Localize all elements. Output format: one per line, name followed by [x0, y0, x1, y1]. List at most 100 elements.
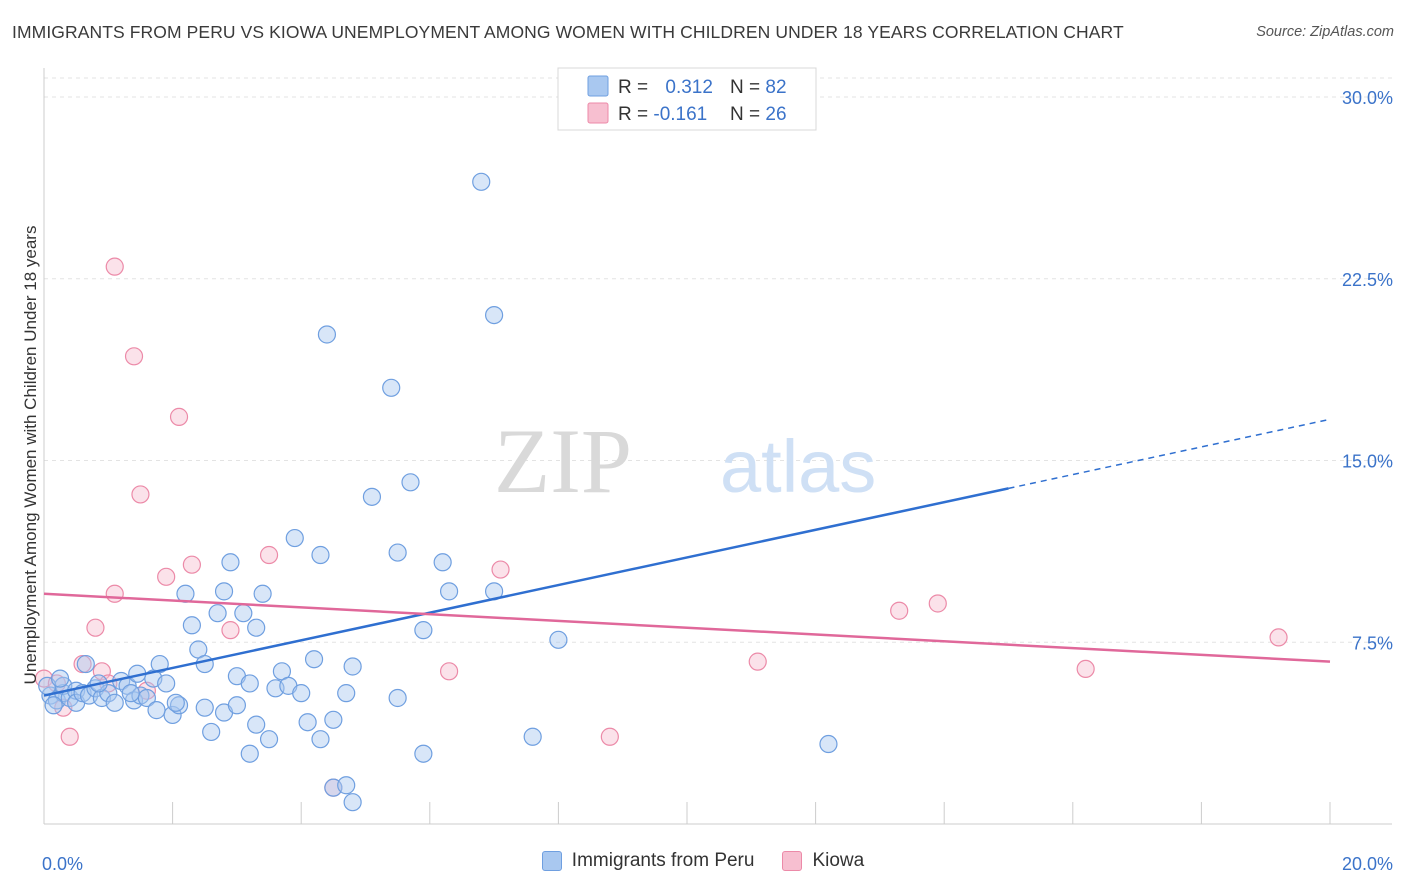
peru-point: [214, 582, 234, 601]
legend-r-value-2: -0.161: [653, 104, 707, 125]
kiowa-point: [928, 594, 947, 613]
peru-point: [253, 584, 272, 603]
peru-point: [414, 744, 433, 763]
svg-text:R = 0.312: R = 0.312: [618, 77, 713, 98]
peru-point: [317, 325, 337, 344]
peru-point: [105, 693, 124, 712]
legend-item-kiowa: Kiowa: [782, 850, 864, 872]
peru-point: [311, 545, 330, 565]
peru-point: [247, 715, 266, 734]
peru-point: [166, 693, 185, 712]
svg-text:N = 26: N = 26: [730, 104, 787, 125]
peru-point: [208, 604, 227, 623]
peru-point: [76, 654, 95, 674]
peru-point: [247, 618, 266, 637]
peru-point: [382, 378, 401, 397]
legend-swatch-kiowa-bottom: [782, 851, 803, 871]
kiowa-points: [34, 257, 1288, 797]
bottom-legend: Immigrants from Peru Kiowa: [0, 850, 1406, 872]
legend-r-label-2: R =: [618, 104, 653, 125]
legend-label-kiowa: Kiowa: [812, 850, 865, 871]
y-tick-label-0: 7.5%: [1352, 633, 1393, 653]
peru-point: [388, 543, 407, 562]
kiowa-point: [60, 727, 79, 746]
peru-point: [285, 528, 304, 548]
kiowa-point: [1269, 628, 1288, 647]
watermark-atlas: atlas: [720, 425, 876, 508]
peru-point: [240, 744, 259, 763]
peru-point: [485, 306, 504, 325]
legend-r-value-1: 0.312: [665, 77, 713, 98]
peru-point: [182, 616, 201, 635]
peru-point: [150, 654, 169, 674]
peru-point: [195, 654, 214, 674]
legend-swatch-peru: [587, 75, 609, 97]
y-tick-label-3: 30.0%: [1342, 88, 1393, 108]
peru-point: [549, 630, 568, 649]
peru-point: [227, 696, 246, 715]
kiowa-point: [439, 662, 459, 681]
peru-point: [433, 553, 452, 572]
peru-point: [523, 727, 542, 746]
peru-point: [44, 696, 63, 715]
y-axis-label: Unemployment Among Women with Children U…: [21, 226, 40, 685]
svg-text:R = -0.161: R = -0.161: [618, 104, 707, 125]
kiowa-point: [169, 407, 189, 426]
svg-text:N = 82: N = 82: [730, 77, 787, 98]
kiowa-point: [124, 347, 144, 366]
legend-r-label-1: R =: [618, 77, 653, 98]
peru-trend-extension: [1008, 418, 1331, 490]
kiowa-point: [600, 727, 619, 746]
kiowa-point: [491, 560, 510, 579]
kiowa-point: [259, 545, 279, 565]
kiowa-trend-line: [43, 592, 1331, 663]
peru-point: [472, 172, 491, 191]
legend-n-label-1: N =: [730, 77, 765, 98]
kiowa-point: [131, 485, 150, 504]
gridlines: [44, 77, 1392, 643]
legend-n-value-1: 82: [765, 77, 786, 98]
legend-swatch-kiowa: [587, 102, 609, 124]
peru-point: [337, 684, 356, 703]
legend-n-label-2: N =: [730, 104, 765, 125]
source-label: Source: ZipAtlas.com: [1256, 24, 1394, 40]
peru-point: [234, 604, 253, 623]
peru-point: [343, 793, 362, 812]
y-tick-label-1: 15.0%: [1342, 452, 1393, 472]
y-tick-label-2: 22.5%: [1342, 270, 1393, 290]
peru-point: [121, 684, 140, 703]
watermark-zip: ZIP: [494, 410, 632, 512]
peru-point: [388, 688, 407, 708]
peru-point: [311, 730, 330, 749]
peru-point: [292, 684, 311, 703]
kiowa-point: [890, 601, 909, 620]
peru-point: [362, 487, 382, 506]
peru-point: [221, 553, 240, 572]
kiowa-point: [105, 257, 124, 276]
y-tick-labels: 7.5% 15.0% 22.5% 30.0%: [1342, 88, 1393, 653]
peru-point: [169, 696, 189, 715]
kiowa-point: [86, 618, 105, 637]
peru-point: [304, 650, 324, 669]
peru-point: [439, 582, 459, 601]
chart-title: IMMIGRANTS FROM PERU VS KIOWA UNEMPLOYME…: [12, 22, 1124, 42]
legend-item-peru: Immigrants from Peru: [541, 850, 754, 872]
peru-points: [38, 172, 838, 812]
kiowa-point: [221, 621, 240, 640]
axes: [43, 68, 1392, 825]
kiowa-point: [1076, 659, 1095, 679]
legend-swatch-peru-bottom: [541, 851, 562, 871]
kiowa-point: [105, 584, 124, 603]
kiowa-point: [748, 652, 767, 671]
peru-point: [202, 722, 221, 742]
peru-point: [337, 776, 356, 795]
peru-point: [298, 713, 317, 732]
peru-point: [147, 701, 166, 720]
legend-box: R = 0.312 N = 82 R = -0.161 N = 26: [557, 67, 817, 131]
trend-lines: [43, 418, 1331, 697]
legend-n-value-2: 26: [765, 104, 786, 125]
kiowa-point: [182, 555, 201, 574]
peru-point: [195, 698, 214, 717]
peru-point: [324, 710, 343, 729]
